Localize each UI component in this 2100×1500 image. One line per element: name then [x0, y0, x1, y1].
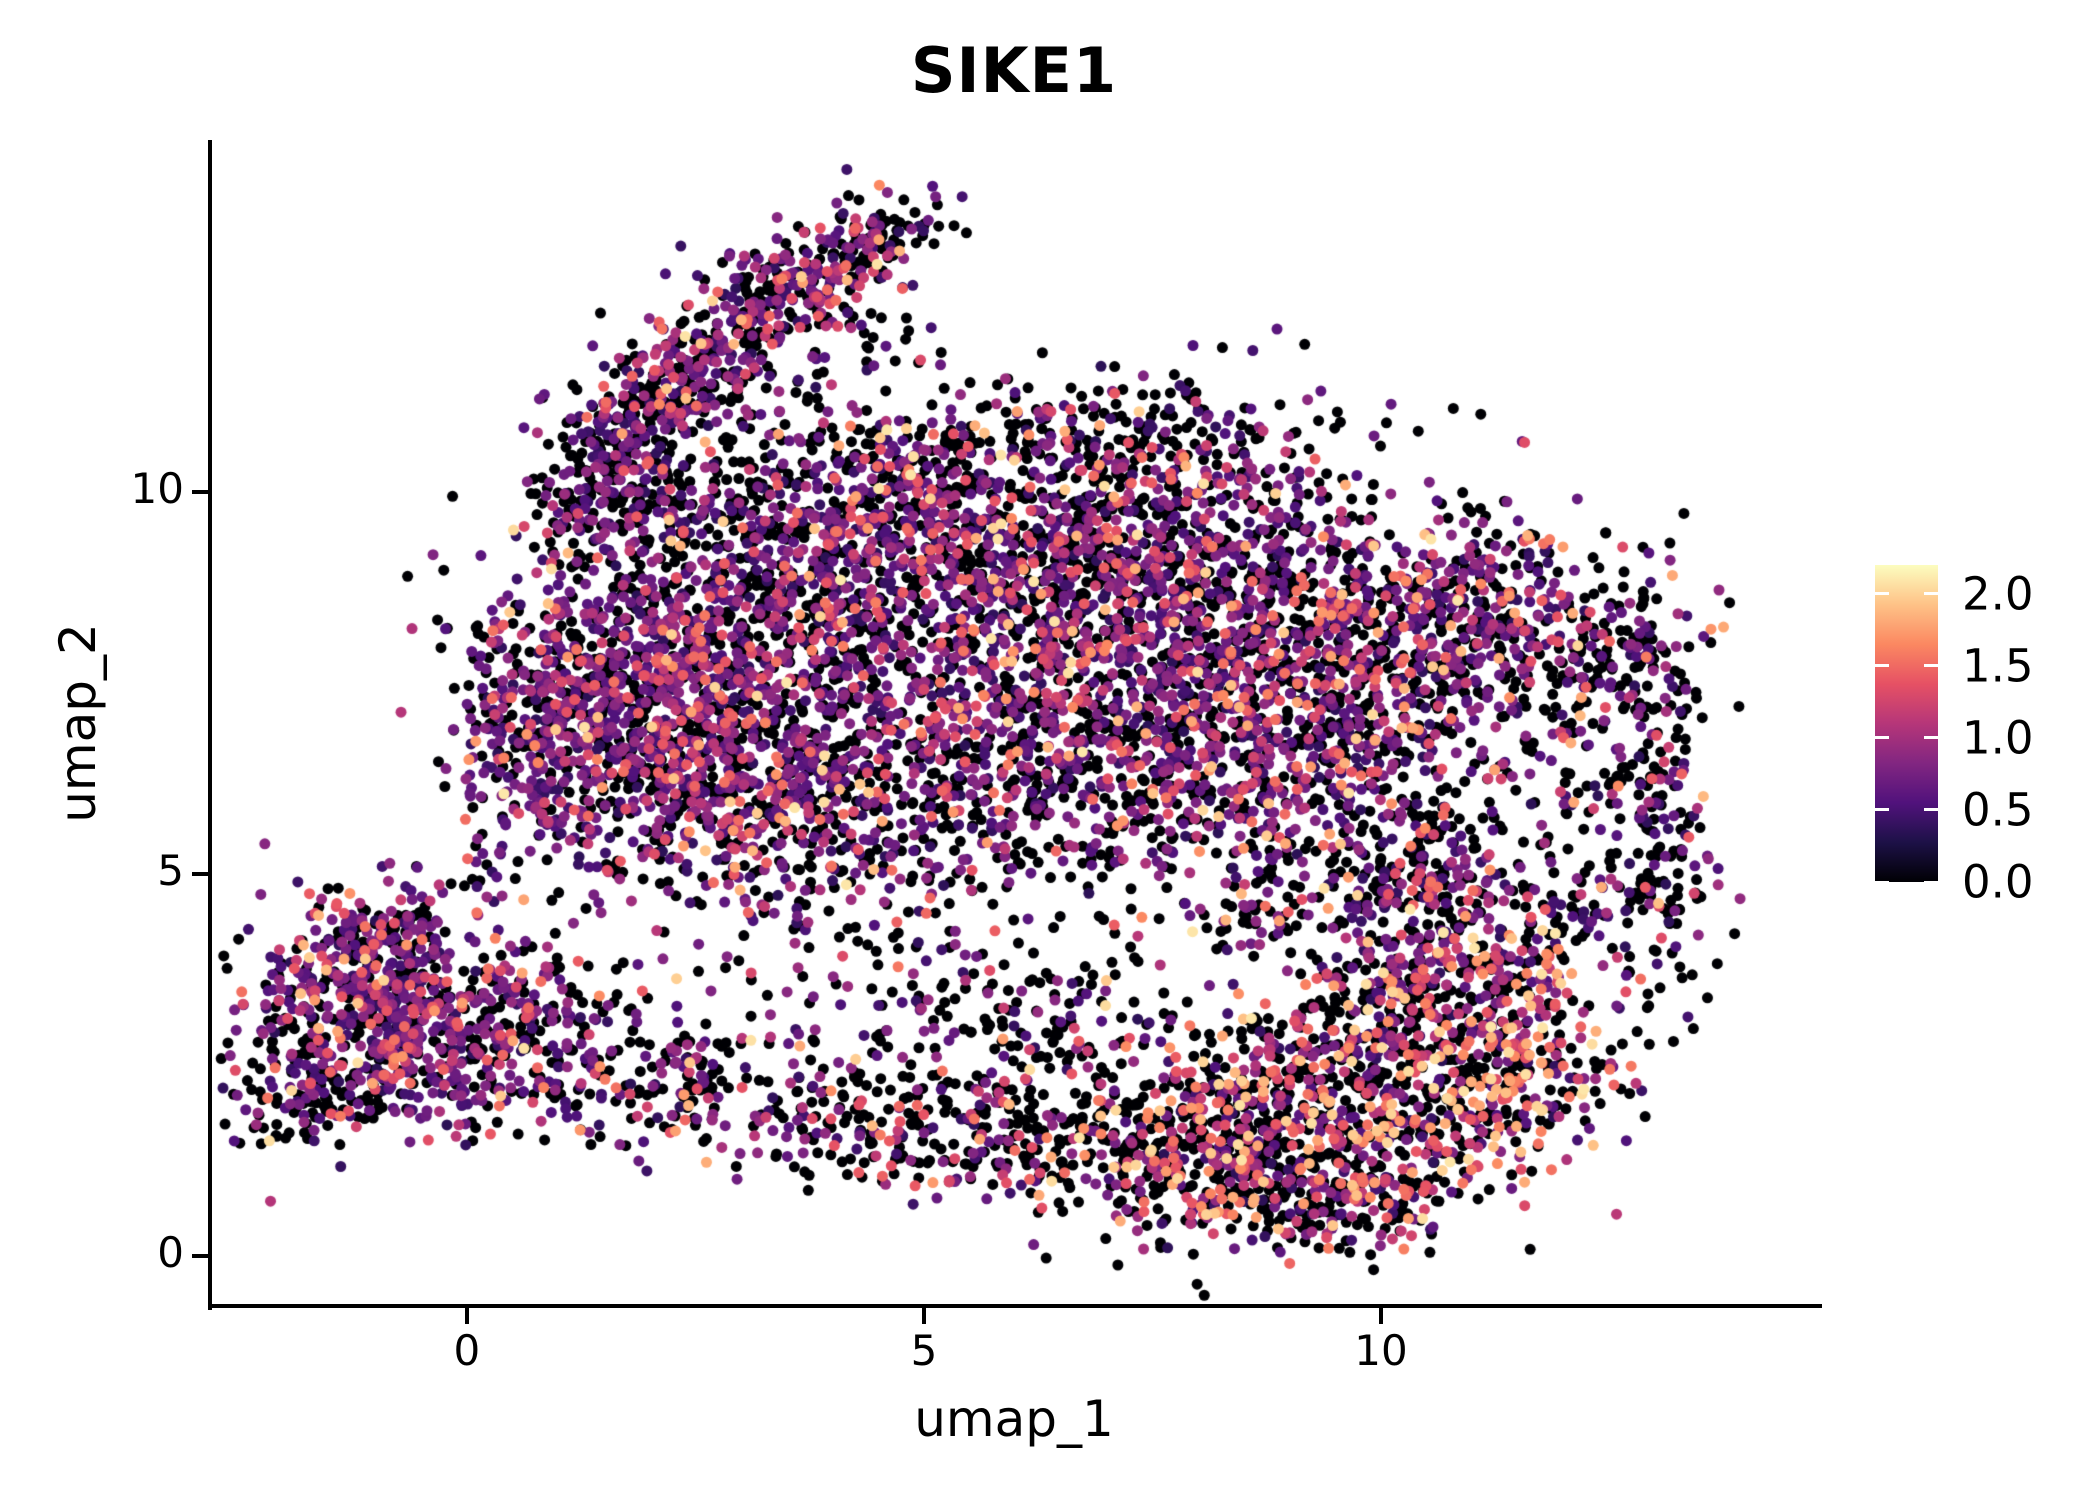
colorbar-tick — [1924, 736, 1938, 740]
x-tick — [921, 1308, 926, 1324]
colorbar-tick-label: 0.0 — [1962, 855, 2034, 909]
plot-panel — [210, 140, 1818, 1306]
y-tick-label: 10 — [130, 464, 184, 514]
y-tick — [192, 490, 208, 495]
colorbar-tick — [1924, 880, 1938, 884]
colorbar-tick — [1875, 592, 1889, 596]
colorbar-tick — [1875, 808, 1889, 812]
colorbar-tick — [1924, 808, 1938, 812]
x-tick — [464, 1308, 469, 1324]
colorbar-gradient — [1875, 565, 1938, 882]
x-tick-label: 0 — [453, 1326, 481, 1375]
colorbar-tick — [1875, 880, 1889, 884]
figure-title: SIKE1 — [910, 34, 1118, 107]
colorbar-tick — [1875, 664, 1889, 668]
colorbar-tick — [1875, 736, 1889, 740]
x-tick-label: 5 — [910, 1326, 938, 1375]
colorbar — [1875, 565, 1938, 884]
y-tick-label: 5 — [157, 846, 184, 896]
y-tick — [192, 872, 208, 877]
x-tick — [1379, 1308, 1384, 1324]
colorbar-tick — [1924, 664, 1938, 668]
colorbar-tick-label: 2.0 — [1962, 567, 2034, 621]
x-axis-line — [208, 1304, 1822, 1308]
scatter-canvas — [210, 140, 1818, 1306]
colorbar-tick-label: 1.5 — [1962, 639, 2034, 693]
colorbar-tick — [1924, 592, 1938, 596]
y-tick — [192, 1254, 208, 1259]
x-tick-label: 10 — [1354, 1326, 1408, 1375]
colorbar-tick-label: 0.5 — [1962, 783, 2034, 837]
y-axis-line — [208, 140, 212, 1310]
x-axis-title: umap_1 — [914, 1390, 1114, 1448]
colorbar-tick-label: 1.0 — [1962, 711, 2034, 765]
y-tick-label: 0 — [157, 1228, 184, 1278]
y-axis-title: umap_2 — [49, 623, 107, 823]
